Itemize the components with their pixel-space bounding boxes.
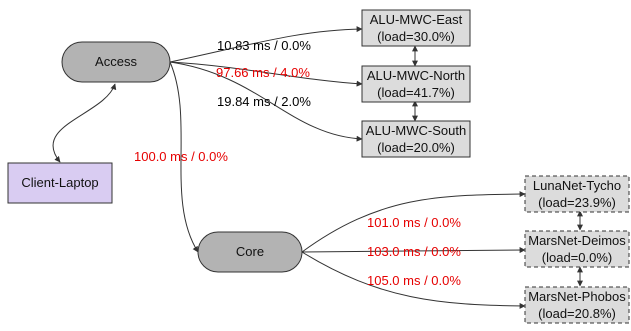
edge-client-access bbox=[52, 83, 117, 163]
node-core-label: Core bbox=[236, 244, 264, 259]
node-alu-mwc-north-load: (load=41.7%) bbox=[377, 85, 455, 100]
node-alu-mwc-east[interactable]: ALU-MWC-East (load=30.0%) bbox=[361, 9, 471, 47]
edge-access-south bbox=[169, 61, 363, 142]
edge-core-deimos bbox=[301, 247, 526, 254]
node-alu-mwc-east-name: ALU-MWC-East bbox=[370, 12, 463, 27]
node-marsnet-phobos[interactable]: MarsNet-Phobos (load=20.8%) bbox=[524, 286, 630, 324]
node-alu-mwc-north[interactable]: ALU-MWC-North (load=41.7%) bbox=[361, 65, 471, 103]
node-alu-mwc-south-name: ALU-MWC-South bbox=[366, 123, 466, 138]
node-lunanet-tycho[interactable]: LunaNet-Tycho (load=23.9%) bbox=[524, 175, 630, 213]
node-marsnet-deimos-name: MarsNet-Deimos bbox=[528, 233, 626, 248]
node-marsnet-phobos-load: (load=20.8%) bbox=[538, 306, 616, 321]
edge-access-core bbox=[169, 61, 199, 253]
edge-label-access-south: 19.84 ms / 2.0% bbox=[217, 94, 311, 109]
edge-label-core-deimos: 103.0 ms / 0.0% bbox=[367, 244, 461, 259]
node-alu-mwc-south[interactable]: ALU-MWC-South (load=20.0%) bbox=[361, 120, 471, 158]
node-client-laptop-label: Client-Laptop bbox=[21, 175, 98, 190]
edge-access-east bbox=[169, 26, 363, 63]
node-alu-mwc-north-name: ALU-MWC-North bbox=[367, 68, 465, 83]
node-client-laptop[interactable]: Client-Laptop bbox=[7, 162, 113, 204]
edge-label-access-north: 97.66 ms / 4.0% bbox=[216, 65, 310, 80]
node-marsnet-deimos[interactable]: MarsNet-Deimos (load=0.0%) bbox=[524, 230, 630, 268]
node-access[interactable]: Access bbox=[61, 41, 171, 83]
edge-label-core-tycho: 101.0 ms / 0.0% bbox=[367, 215, 461, 230]
edge-label-core-phobos: 105.0 ms / 0.0% bbox=[367, 273, 461, 288]
node-access-label: Access bbox=[95, 54, 137, 69]
node-marsnet-phobos-name: MarsNet-Phobos bbox=[528, 289, 626, 304]
edge-label-access-east: 10.83 ms / 0.0% bbox=[217, 38, 311, 53]
edge-access-north bbox=[169, 61, 363, 87]
node-marsnet-deimos-load: (load=0.0%) bbox=[542, 250, 612, 265]
node-lunanet-tycho-name: LunaNet-Tycho bbox=[533, 178, 621, 193]
node-alu-mwc-east-load: (load=30.0%) bbox=[377, 29, 455, 44]
edge-core-tycho bbox=[301, 191, 526, 253]
edge-label-access-core: 100.0 ms / 0.0% bbox=[134, 149, 228, 164]
node-core[interactable]: Core bbox=[197, 231, 303, 273]
node-lunanet-tycho-load: (load=23.9%) bbox=[538, 195, 616, 210]
edge-core-phobos bbox=[301, 251, 526, 309]
node-alu-mwc-south-load: (load=20.0%) bbox=[377, 140, 455, 155]
